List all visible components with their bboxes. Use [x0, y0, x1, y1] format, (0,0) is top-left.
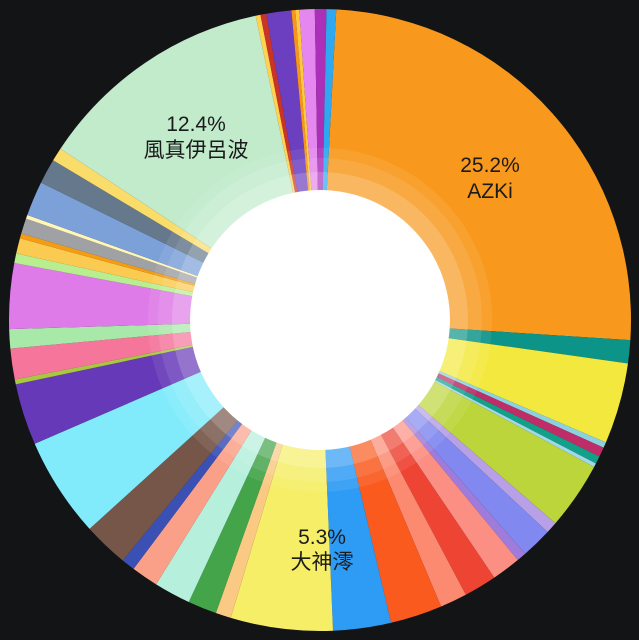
- pie-slice-45[interactable]: [314, 8, 327, 320]
- inner-highlight-ring: [158, 158, 482, 482]
- slice-label-iroha: 12.4%風真伊呂波: [144, 113, 249, 162]
- inner-highlight-ring: [148, 148, 492, 492]
- slice-label-mio: 5.3%大神澪: [291, 526, 354, 574]
- inner-highlight-ring: [172, 172, 468, 468]
- slice-label-azki: 25.2% AZKi: [460, 154, 520, 203]
- donut-hole: [190, 190, 450, 450]
